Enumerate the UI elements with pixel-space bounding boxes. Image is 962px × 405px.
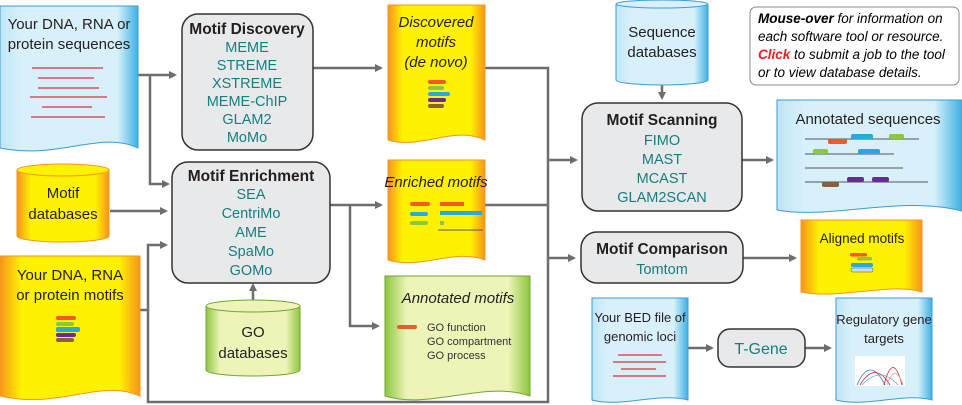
- annotated-sequence-lines-icon: [805, 134, 928, 187]
- svg-text:(de novo): (de novo): [404, 54, 467, 71]
- svg-text:databases[interactable]: databases: [218, 345, 287, 362]
- label-line[interactable]: Your DNA, RNA or: [8, 16, 131, 33]
- svg-text:genomic loci[interactable]: genomic loci: [604, 329, 676, 344]
- sequence-lines-icon[interactable]: [613, 354, 666, 377]
- motif-stack-icon: [428, 80, 450, 108]
- tool-gomo[interactable]: GOMo: [230, 263, 273, 279]
- sequence-lines-icon: [30, 67, 107, 118]
- tool-sea[interactable]: SEA: [236, 187, 265, 203]
- tool-t-gene[interactable]: T-Gene: [734, 341, 787, 358]
- motif-stack-icon: [56, 316, 80, 342]
- info-box: Mouse-over for information on each softw…: [749, 6, 960, 86]
- svg-text:Aligned motifs: Aligned motifs: [820, 231, 905, 246]
- bed-file-doc[interactable]: Your BED file of genomic loci: [591, 297, 689, 403]
- tool-mast[interactable]: MAST: [642, 152, 682, 168]
- discovered-motifs-doc: Discovered motifs (de novo): [387, 4, 486, 143]
- tool-xstreme[interactable]: XSTREME: [212, 76, 282, 92]
- svg-text:Annotated motifs: Annotated motifs: [401, 290, 515, 307]
- motif-databases[interactable]: Motif databases: [16, 163, 110, 243]
- motif-enrichment-box: Motif Enrichment SEA CentriMo AME SpaMo …: [171, 161, 331, 284]
- svg-text:motifs: motifs: [416, 34, 457, 51]
- svg-text:Your DNA, RNA[interactable]: Your DNA, RNA: [17, 267, 123, 284]
- motif-scanning-box: Motif Scanning FIMO MAST MCAST GLAM2SCAN: [581, 102, 743, 212]
- t-gene-box[interactable]: T-Gene: [717, 328, 806, 368]
- motif-icon: [397, 325, 417, 329]
- tool-mcast[interactable]: MCAST: [637, 171, 688, 187]
- annotated-sequences-doc: Annotated sequences: [776, 99, 962, 213]
- tool-meme[interactable]: MEME: [225, 40, 269, 56]
- svg-text:GO compartment: GO compartment: [427, 336, 511, 348]
- motif-comparison-box: Motif Comparison Tomtom: [580, 231, 744, 284]
- motif-discovery-box: Motif Discovery MEME STREME XSTREME MEME…: [181, 13, 314, 151]
- sequence-databases[interactable]: Sequence databases: [615, 0, 709, 86]
- tool-centrimo[interactable]: CentriMo: [222, 206, 281, 222]
- svg-text:databases[interactable]: databases: [28, 206, 97, 223]
- svg-text:or to view database details.: or to view database details.: [758, 65, 922, 80]
- input-motifs-doc[interactable]: Your DNA, RNA or protein motifs: [0, 255, 141, 401]
- svg-text:Your BED file of[interactable]: Your BED file of: [594, 310, 686, 325]
- svg-text:Motif Scanning: Motif Scanning: [606, 112, 717, 129]
- label-line[interactable]: protein sequences: [8, 36, 131, 53]
- svg-text:Motif Comparison: Motif Comparison: [596, 241, 728, 258]
- enriched-motifs-doc: Enriched motifs: [384, 159, 488, 264]
- gene-links-arc-icon: [855, 356, 905, 386]
- tool-tomtom[interactable]: Tomtom: [636, 262, 688, 278]
- tool-glam2[interactable]: GLAM2: [222, 112, 271, 128]
- tool-momo[interactable]: MoMo: [227, 130, 267, 146]
- svg-text:GO function: GO function: [427, 322, 486, 334]
- svg-text:Enriched motifs: Enriched motifs: [384, 174, 488, 191]
- tool-streme[interactable]: STREME: [217, 58, 278, 74]
- svg-text:databases[interactable]: databases: [627, 44, 696, 61]
- connectors: [110, 64, 832, 404]
- svg-text:targets: targets: [864, 331, 904, 346]
- go-databases[interactable]: GO databases: [205, 299, 301, 377]
- aligned-motifs-doc: Aligned motifs: [800, 219, 923, 295]
- svg-text:GO process: GO process: [427, 350, 486, 362]
- motif-enrichment-title: Motif Enrichment: [188, 168, 315, 185]
- svg-text:Annotated sequences: Annotated sequences: [795, 111, 940, 128]
- svg-text:GO[interactable]: GO: [241, 324, 264, 341]
- svg-text:Mouse-over for information on: Mouse-over for information on: [758, 11, 943, 26]
- enrichment-bars-icon: [410, 202, 483, 231]
- svg-text:Discovered: Discovered: [398, 14, 474, 31]
- svg-text:each software tool or resource: each software tool or resource.: [758, 29, 943, 44]
- aligned-motifs-icon: [850, 253, 874, 273]
- annotated-motifs-doc: Annotated motifs GO function GO compartm…: [384, 275, 531, 401]
- svg-text:Motif[interactable]: Motif: [47, 185, 80, 202]
- tool-meme-chip[interactable]: MEME-ChIP: [207, 94, 288, 110]
- svg-text:Click to submit a job to the t: Click to submit a job to the tool: [758, 47, 946, 62]
- svg-text:or protein motifs[interactable]: or protein motifs: [16, 287, 124, 304]
- tool-fimo[interactable]: FIMO: [644, 133, 680, 149]
- input-sequences-doc[interactable]: Your DNA, RNA or protein sequences: [0, 5, 139, 152]
- svg-text:Regulatory gene: Regulatory gene: [836, 312, 931, 327]
- motif-discovery-title: Motif Discovery: [189, 21, 305, 38]
- svg-text:Sequence[interactable]: Sequence: [628, 24, 696, 41]
- tool-ame[interactable]: AME: [235, 225, 267, 241]
- tool-spamo[interactable]: SpaMo: [228, 244, 274, 260]
- tool-glam2scan[interactable]: GLAM2SCAN: [617, 190, 706, 206]
- regulatory-targets-doc: Regulatory gene targets: [835, 297, 933, 403]
